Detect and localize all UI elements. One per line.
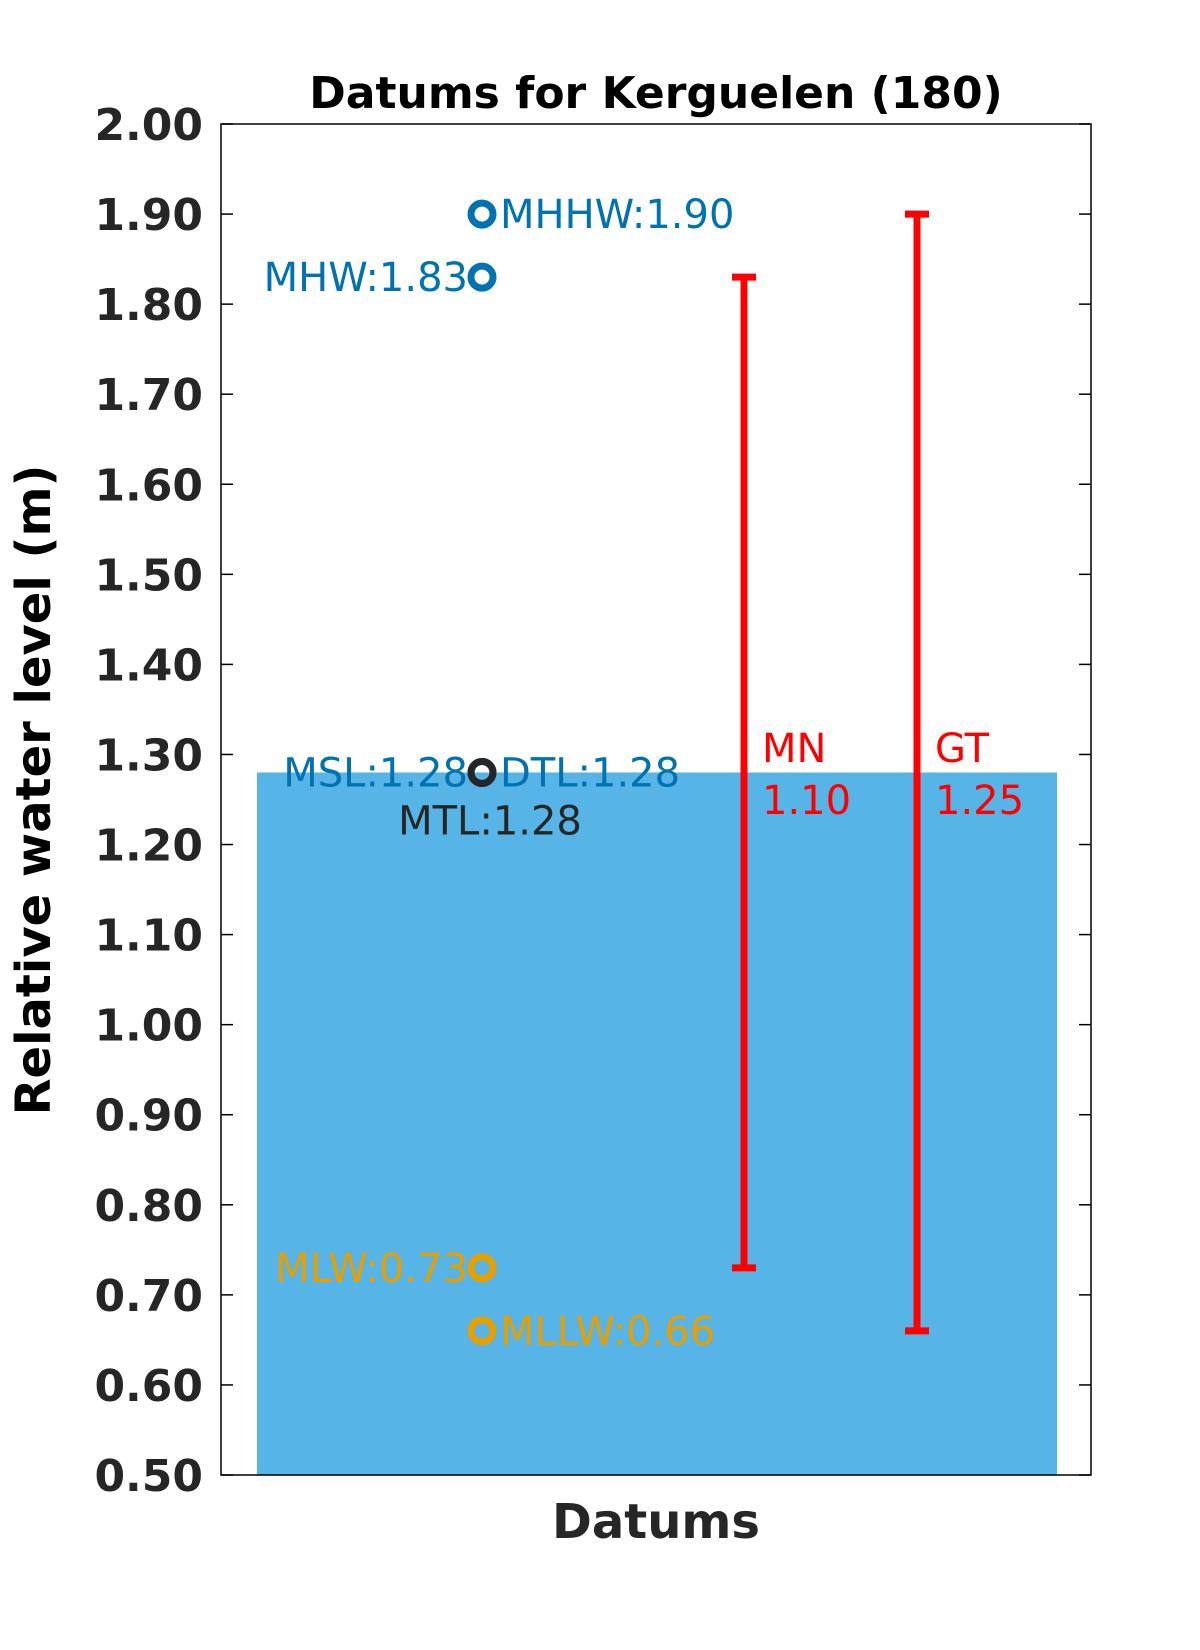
- y-tick-label: 2.00: [94, 100, 203, 151]
- range-label-gt: GT: [935, 726, 990, 772]
- datum-label-mllw: MLLW:0.66: [500, 1309, 715, 1355]
- datum-marker-mhhw: [467, 199, 497, 229]
- datum-label-mtl: MTL:1.28: [398, 798, 582, 844]
- datum-marker-mhw: [467, 262, 497, 292]
- y-tick-label: 1.20: [94, 821, 203, 872]
- y-tick-label: 0.60: [94, 1361, 203, 1412]
- x-axis-label: Datums: [552, 1494, 760, 1550]
- range-value-mn: 1.10: [762, 778, 851, 824]
- datum-label-dtl: DTL:1.28: [500, 750, 680, 796]
- datum-label-msl: MSL:1.28: [283, 750, 468, 796]
- datum-marker-mllw: [467, 1316, 497, 1346]
- plot-area: 0.50 0.60 0.70 0.80 0.90 1.00 1.10 1.20 1.30 1.40…: [94, 100, 1092, 1502]
- y-tick-label: 0.80: [94, 1181, 203, 1232]
- datum-marker-mtl: [467, 757, 497, 787]
- y-axis-label: Relative water level (m): [6, 465, 62, 1116]
- y-tick-label: 1.80: [94, 280, 203, 331]
- axes-box: [220, 123, 1092, 1476]
- datum-label-mhw: MHW:1.83: [264, 255, 468, 301]
- msl-bar: [257, 772, 1057, 1475]
- y-tick-label: 1.50: [94, 550, 203, 601]
- range-value-gt: 1.25: [935, 778, 1024, 824]
- y-tick-label: 1.10: [94, 911, 203, 962]
- datum-label-mhhw: MHHW:1.90: [500, 192, 734, 238]
- y-tick-label: 1.60: [94, 460, 203, 511]
- y-tick-label: 0.70: [94, 1271, 203, 1322]
- y-tick-label: 1.70: [94, 370, 203, 421]
- y-tick-label: 0.50: [94, 1451, 203, 1502]
- range-label-mn: MN: [762, 726, 826, 772]
- y-tick-label: 1.40: [94, 640, 203, 691]
- datum-marker-mlw: [467, 1253, 497, 1283]
- y-tick-label: 0.90: [94, 1091, 203, 1142]
- y-tick-label: 1.90: [94, 190, 203, 241]
- chart-title: Datums for Kerguelen (180): [309, 68, 1002, 119]
- y-tick-label: 1.30: [94, 730, 203, 781]
- datum-label-mlw: MLW:0.73: [275, 1246, 468, 1292]
- y-tick-label: 1.00: [94, 1001, 203, 1052]
